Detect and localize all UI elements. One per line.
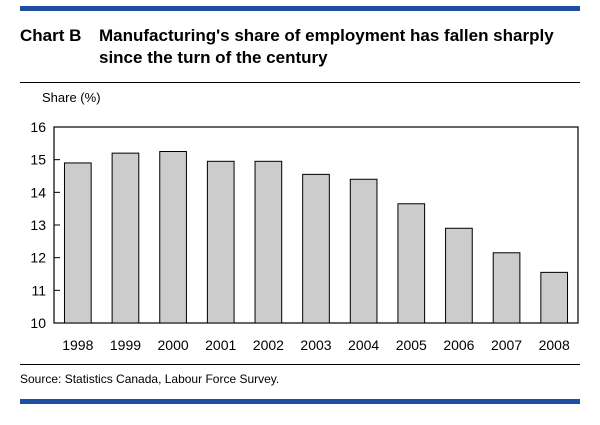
bar-2003 bbox=[302, 173, 330, 324]
x-tick-label: 2003 bbox=[300, 337, 331, 353]
plot-area: 10 11 12 13 14 15 16 1998 1999 2000 2001 2002 2003 20… bbox=[30, 119, 579, 353]
y-axis-label: Share (%) bbox=[42, 90, 101, 105]
bar-chart: Share (%) 10 11 12 13 14 15 16 1998 1999 2000 2001… bbox=[30, 90, 579, 353]
x-tick-label: 2007 bbox=[491, 337, 522, 353]
bar-2002 bbox=[254, 160, 283, 324]
y-tick-label: 11 bbox=[31, 282, 46, 298]
bar-2005 bbox=[397, 203, 426, 324]
bar-2006 bbox=[445, 227, 473, 324]
y-tick-label: 10 bbox=[30, 315, 46, 331]
y-tick-label: 14 bbox=[30, 184, 46, 200]
chart-title: Manufacturing's share of employment has … bbox=[99, 26, 554, 67]
x-tick-label: 2006 bbox=[443, 337, 474, 353]
chart-label: Chart B bbox=[20, 26, 82, 45]
bar-2004 bbox=[349, 178, 378, 324]
y-tick-label: 12 bbox=[30, 250, 46, 266]
bar-1999 bbox=[111, 152, 140, 324]
footer-divider bbox=[20, 364, 580, 365]
x-tick-label: 2000 bbox=[158, 337, 189, 353]
x-tick-label: 2002 bbox=[253, 337, 284, 353]
y-tick-label: 16 bbox=[30, 119, 46, 135]
header-divider bbox=[20, 82, 580, 83]
y-tick-label: 15 bbox=[30, 152, 46, 168]
bottom-accent-rule bbox=[20, 399, 580, 404]
x-tick-label: 2001 bbox=[205, 337, 236, 353]
x-tick-label: 1999 bbox=[110, 337, 141, 353]
bar-2001 bbox=[206, 160, 235, 324]
y-tick-label: 13 bbox=[30, 217, 46, 233]
bar-2000 bbox=[159, 151, 187, 324]
bar-1998 bbox=[63, 162, 92, 324]
bar-2008 bbox=[540, 271, 569, 324]
x-tick-label: 2005 bbox=[396, 337, 427, 353]
x-tick-label: 1998 bbox=[62, 337, 93, 353]
x-tick-label: 2004 bbox=[348, 337, 379, 353]
x-tick-label: 2008 bbox=[539, 337, 570, 353]
bar-2007 bbox=[492, 252, 521, 324]
top-accent-rule bbox=[20, 6, 580, 11]
source-note: Source: Statistics Canada, Labour Force … bbox=[20, 372, 280, 386]
